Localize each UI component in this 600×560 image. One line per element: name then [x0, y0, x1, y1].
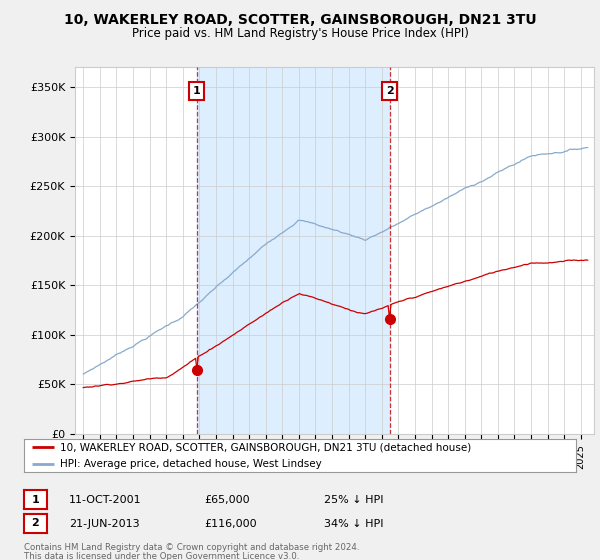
- Text: £116,000: £116,000: [204, 519, 257, 529]
- Text: 34% ↓ HPI: 34% ↓ HPI: [324, 519, 383, 529]
- Text: 2: 2: [32, 518, 39, 528]
- Text: Price paid vs. HM Land Registry's House Price Index (HPI): Price paid vs. HM Land Registry's House …: [131, 27, 469, 40]
- Bar: [197, 67, 389, 434]
- Text: 1: 1: [193, 86, 200, 96]
- Text: £65,000: £65,000: [204, 495, 250, 505]
- Text: This data is licensed under the Open Government Licence v3.0.: This data is licensed under the Open Gov…: [24, 552, 299, 560]
- Text: 21-JUN-2013: 21-JUN-2013: [69, 519, 140, 529]
- Text: 25% ↓ HPI: 25% ↓ HPI: [324, 495, 383, 505]
- Text: Contains HM Land Registry data © Crown copyright and database right 2024.: Contains HM Land Registry data © Crown c…: [24, 543, 359, 552]
- Text: 11-OCT-2001: 11-OCT-2001: [69, 495, 142, 505]
- Text: 2: 2: [386, 86, 394, 96]
- Text: HPI: Average price, detached house, West Lindsey: HPI: Average price, detached house, West…: [60, 459, 322, 469]
- Text: 10, WAKERLEY ROAD, SCOTTER, GAINSBOROUGH, DN21 3TU: 10, WAKERLEY ROAD, SCOTTER, GAINSBOROUGH…: [64, 13, 536, 27]
- Text: 1: 1: [32, 494, 39, 505]
- Text: 10, WAKERLEY ROAD, SCOTTER, GAINSBOROUGH, DN21 3TU (detached house): 10, WAKERLEY ROAD, SCOTTER, GAINSBOROUGH…: [60, 442, 471, 452]
